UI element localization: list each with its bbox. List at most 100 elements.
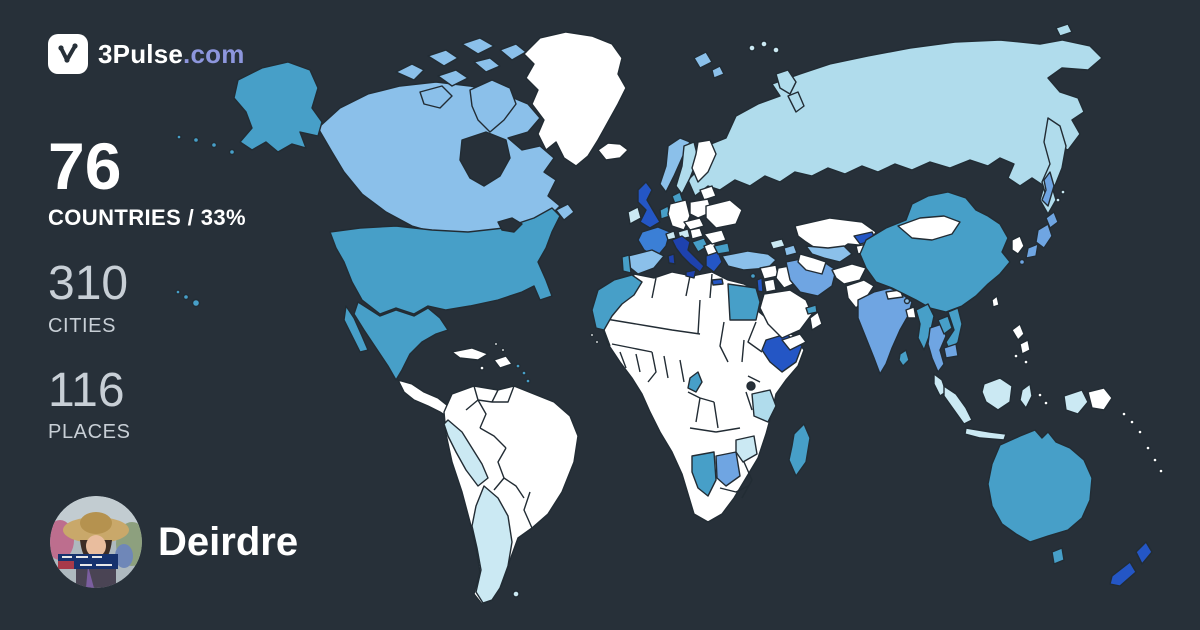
country-arctic-6 (473, 57, 501, 73)
country-franz-josef-2 (760, 40, 768, 48)
places-count: 116 (48, 363, 125, 417)
country-aleutian-2 (210, 141, 218, 149)
brand-name: 3Pulse.com (98, 39, 245, 70)
country-saudi-arabia (759, 289, 813, 339)
country-philippines-4 (1023, 359, 1029, 365)
country-sardinia (667, 253, 676, 265)
country-fiji-3 (1158, 468, 1164, 474)
country-taiwan (991, 295, 1000, 308)
country-georgia (769, 238, 786, 250)
country-cape-verde-1 (589, 332, 595, 338)
country-oman (809, 311, 823, 331)
avatar (50, 496, 142, 588)
country-myanmar (915, 303, 935, 351)
country-alaska (233, 61, 323, 153)
country-cyprus (749, 272, 757, 280)
country-west-papua (1063, 389, 1089, 415)
country-uk (637, 181, 661, 229)
country-india (857, 287, 913, 375)
country-romania (703, 229, 727, 245)
brand-name-main: 3Pulse (98, 38, 184, 69)
country-antilles-2 (521, 370, 527, 376)
country-japan-3 (1025, 243, 1039, 259)
countries-label: COUNTRIES / 33% (48, 205, 246, 231)
country-newfoundland (555, 203, 575, 221)
country-peru (443, 419, 489, 487)
country-finland (691, 139, 717, 183)
country-zimbabwe (735, 435, 758, 463)
country-south-america (443, 385, 579, 605)
country-aleutian-1 (228, 148, 236, 156)
country-cameroon (687, 371, 703, 393)
country-china (859, 191, 1011, 313)
country-kazakhstan (794, 217, 877, 253)
country-borneo (981, 377, 1013, 411)
country-greece (705, 251, 723, 273)
country-afghanistan (831, 263, 867, 285)
country-kuril-2 (1060, 189, 1066, 195)
country-nz-north (1135, 541, 1153, 565)
country-baja (343, 305, 369, 353)
country-antilles-3 (525, 378, 531, 384)
country-portugal (621, 254, 632, 274)
hudson-bay (459, 131, 511, 187)
country-namibia (691, 451, 717, 497)
country-falklands (512, 590, 520, 598)
country-ukraine (705, 199, 743, 229)
country-hungary (689, 227, 704, 240)
country-laos (937, 315, 953, 335)
country-turkey (721, 250, 777, 271)
country-azerbaijan (783, 244, 798, 257)
country-kuril-1 (1055, 197, 1061, 203)
country-madagascar (788, 423, 811, 477)
country-solomon-1 (1121, 411, 1127, 417)
country-australia (987, 429, 1093, 543)
country-jordan (763, 278, 777, 293)
country-baffin (469, 79, 517, 133)
country-tasmania (1051, 547, 1065, 565)
country-czech-slovakia (683, 217, 705, 231)
country-syria (759, 264, 779, 280)
country-solomon-2 (1129, 419, 1135, 425)
country-sri-lanka (898, 349, 910, 367)
country-iceland (597, 142, 629, 161)
country-russia (687, 39, 1103, 215)
country-sulawesi (1019, 383, 1033, 409)
country-hawaii-1 (175, 289, 181, 295)
country-crete (711, 278, 724, 286)
country-yemen (781, 333, 807, 351)
country-spain (627, 249, 665, 275)
country-cape-verde-2 (594, 339, 600, 345)
country-chile-argentina (471, 485, 513, 604)
country-nepal (885, 289, 904, 300)
country-moluccas-2 (1043, 400, 1049, 406)
brand-logo: 3Pulse.com (48, 34, 245, 74)
country-baltics (699, 185, 717, 201)
country-cambodia (943, 343, 959, 359)
country-moluccas-1 (1037, 392, 1043, 398)
country-fiji-2 (1152, 457, 1158, 463)
country-arctic-5 (437, 69, 469, 87)
country-sakhalin (1041, 171, 1055, 207)
country-antilles-1 (515, 363, 521, 369)
country-novaya-zemlya-2 (787, 91, 805, 113)
country-java (964, 427, 1007, 441)
country-sumatra (943, 385, 973, 425)
country-bhutan (903, 297, 911, 305)
country-mexico (353, 301, 449, 381)
country-turkmenistan (797, 253, 827, 275)
brand-name-tld: .com (183, 38, 245, 69)
country-mongolia (897, 215, 961, 241)
country-japan-4 (1018, 258, 1026, 266)
country-sicily (685, 269, 697, 279)
countries-count: 76 (48, 129, 122, 203)
country-arctic-4 (499, 43, 527, 61)
country-uzbekistan (805, 245, 853, 263)
travel-stats: 76 COUNTRIES / 33% 310 CITIES 116 PLACES (48, 129, 246, 444)
country-solomon-3 (1137, 429, 1143, 435)
country-greenland (523, 31, 627, 167)
country-arctic-2 (427, 49, 459, 67)
country-aleutian-3 (192, 136, 200, 144)
country-arctic-1 (395, 63, 425, 81)
